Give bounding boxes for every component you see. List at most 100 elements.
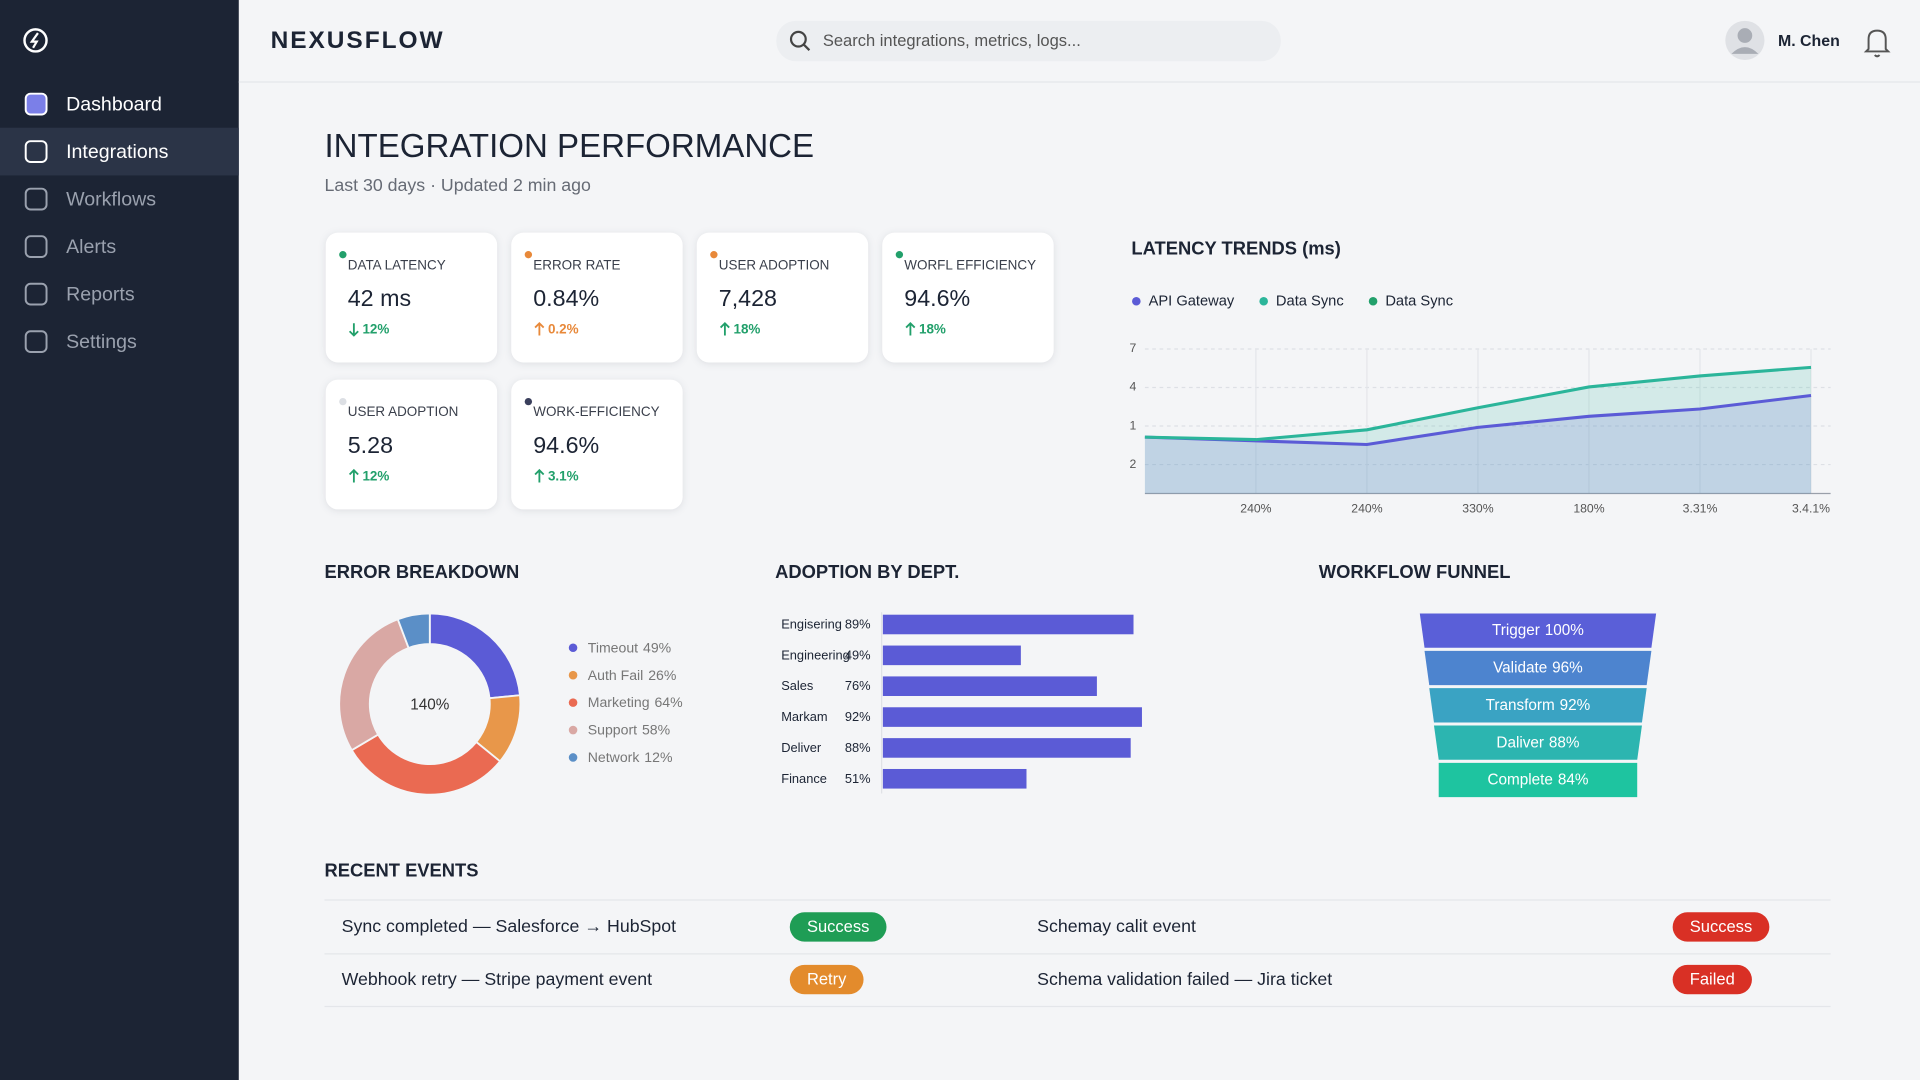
kpi-delta: 18% [733, 322, 760, 337]
kpi-value: 7,428 [719, 285, 777, 311]
funnel-label: Daliver 88% [1496, 734, 1580, 751]
event-text: Schemay calit event [1037, 916, 1196, 936]
funnel-stage [1419, 613, 1657, 648]
kpi-card-bg [325, 379, 498, 510]
bar [882, 614, 1134, 635]
line [1144, 365, 1812, 442]
funnel-name: Validate [1493, 660, 1547, 677]
legend-name: Auth Fail [588, 667, 644, 683]
nav-item[interactable]: Settings [66, 331, 137, 353]
legend-name: Support [588, 721, 637, 737]
status-label: Failed [1690, 970, 1735, 989]
nav-item[interactable]: Integrations [66, 141, 169, 163]
funnel-name: Complete [1487, 772, 1552, 789]
kpi-delta: 0.2% [548, 322, 579, 337]
funnel-name: Trigger [1492, 622, 1540, 639]
y-tick-label: 1 [1130, 418, 1137, 432]
event-text: Sync completed — Salesforce → HubSpot [342, 916, 677, 936]
status-badge [1672, 912, 1770, 942]
kpi-value: 94.6% [904, 285, 970, 311]
nav-item[interactable]: Reports [66, 284, 135, 306]
legend-label: Support 58% [588, 721, 671, 737]
legend-value: 12% [644, 749, 673, 765]
legend-name: Marketing [588, 694, 650, 710]
event-text: Webhook retry — Stripe payment event [342, 969, 653, 989]
legend-name: Network [588, 749, 641, 765]
kpi-card: WORFL EFFICIENCY 94.6% 18% [882, 232, 1054, 363]
legend-value: 49% [643, 639, 672, 655]
funnel-label: Transform 92% [1486, 697, 1591, 714]
nav-active-bg [0, 127, 239, 176]
funnel-name: Daliver [1496, 734, 1544, 751]
page-title: INTEGRATION PERFORMANCE [324, 128, 814, 165]
kpi-label: WORFL EFFICIENCY [904, 257, 1036, 272]
kpi-card: USER ADOPTION 5.28 12% [325, 379, 498, 510]
status-badge [1672, 964, 1752, 995]
page-subtitle: Last 30 days · Updated 2 min ago [324, 175, 591, 195]
bar [882, 676, 1097, 696]
nav-icon [24, 140, 48, 163]
nav-item[interactable]: Workflows [66, 188, 156, 210]
area [1144, 367, 1812, 494]
kpi-value: 0.84% [533, 285, 599, 311]
kpi-label: USER ADOPTION [719, 257, 830, 272]
avatar[interactable] [1725, 20, 1765, 60]
search-box[interactable] [776, 20, 1281, 62]
funnel-value: 88% [1549, 734, 1580, 751]
brand: NEXUSFLOW [271, 27, 445, 54]
legend-label: Network 12% [588, 749, 673, 765]
bell-icon[interactable] [1863, 29, 1891, 58]
kpi-card-bg [696, 232, 869, 363]
legend-marker [568, 643, 578, 653]
nav-item[interactable]: Alerts [66, 236, 116, 258]
kpi-arrow [348, 323, 359, 337]
x-tick-label: 240% [1240, 502, 1271, 516]
x-tick-label: 180% [1573, 502, 1604, 516]
x-tick-label: 3.31% [1683, 502, 1718, 516]
legend-value: 26% [648, 667, 677, 683]
bar-category: Engisering [781, 616, 842, 631]
legend-marker [568, 698, 578, 707]
user-name[interactable]: M. Chen [1778, 33, 1840, 50]
bar-category: Engineering [781, 647, 850, 662]
bar [882, 738, 1131, 758]
bar [882, 645, 1021, 666]
x-tick-label: 3.4.1% [1792, 502, 1830, 516]
kpi-dot [524, 251, 533, 259]
legend-label: Timeout 49% [588, 639, 672, 655]
search-placeholder: Search integrations, metrics, logs... [823, 31, 1081, 50]
kpi-label: USER ADOPTION [348, 404, 459, 419]
legend-name: Timeout [588, 639, 638, 655]
chart-title: WORKFLOW FUNNEL [1319, 561, 1511, 582]
legend-label: Auth Fail 26% [588, 667, 677, 683]
funnel-stage [1429, 688, 1647, 723]
bar-category: Sales [781, 678, 813, 693]
funnel-value: 100% [1545, 622, 1585, 639]
event-text: Schema validation failed — Jira ticket [1037, 969, 1332, 989]
funnel-name: Transform [1486, 697, 1555, 714]
funnel-label: Trigger 100% [1492, 622, 1584, 639]
kpi-card: ERROR RATE 0.84% 0.2% [511, 232, 683, 363]
kpi-card-bg [325, 232, 498, 363]
status-badge [789, 912, 887, 942]
chart-title: LATENCY TRENDS (ms) [1131, 238, 1340, 259]
nav-item[interactable]: Dashboard [66, 93, 162, 115]
kpi-delta: 12% [362, 469, 389, 484]
kpi-label: WORK-EFFICIENCY [533, 404, 659, 419]
pie-center-label: 140% [410, 696, 450, 713]
kpi-delta: 12% [362, 322, 389, 337]
funnel-value: 92% [1560, 697, 1591, 714]
bar-value-label: 49% [845, 647, 871, 662]
pie-slice [396, 612, 431, 650]
kpi-label: ERROR RATE [533, 257, 620, 272]
section-title: RECENT EVENTS [324, 860, 478, 881]
bar [882, 707, 1142, 727]
kpi-value: 42 ms [348, 285, 411, 311]
bar-value-label: 89% [845, 616, 871, 631]
funnel-stage [1433, 725, 1642, 760]
logo [23, 28, 48, 53]
kpi-dot [339, 251, 347, 259]
legend-marker [568, 753, 578, 762]
